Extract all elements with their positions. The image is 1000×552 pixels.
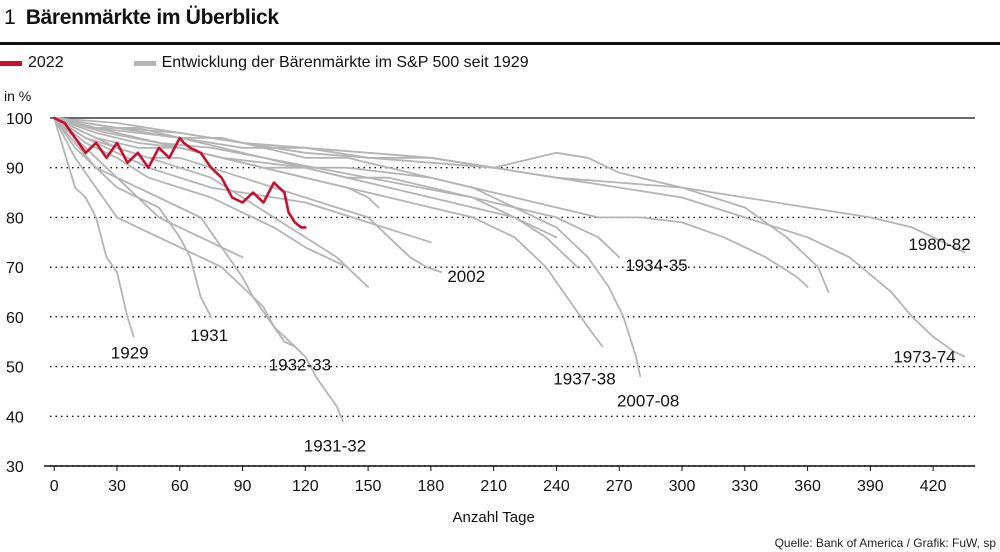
chart-title: Bärenmärkte im Überblick [25, 6, 279, 29]
y-tick-label-30: 30 [6, 459, 24, 476]
legend-label-2022: 2022 [28, 54, 64, 71]
series-line-2022 [52, 116, 307, 229]
series-line-1931-32 [53, 117, 344, 423]
legend-item-history: Entwicklung der Bärenmärkte im S&P 500 s… [133, 54, 529, 72]
x-tick-label-150: 150 [355, 478, 382, 495]
x-tick-label-330: 330 [731, 478, 758, 495]
figure-title-row: 1 Bärenmärkte im Überblick [4, 6, 279, 36]
series-label-1934-35: 1934-35 [625, 256, 687, 275]
source-note: Quelle: Bank of America / Grafik: FuW, s… [774, 536, 996, 550]
legend-item-2022: 2022 [0, 54, 64, 72]
series-label-1932-33: 1932-33 [269, 356, 331, 375]
title-rule [0, 42, 1000, 45]
x-tick-label-180: 180 [418, 478, 445, 495]
series-line-1929 [53, 117, 135, 338]
x-tick-label-390: 390 [857, 478, 884, 495]
y-tick-label-40: 40 [6, 409, 24, 426]
series-line-unlabeled-15 [53, 117, 558, 239]
x-tick-label-420: 420 [920, 478, 947, 495]
series-label-2007-08: 2007-08 [617, 392, 679, 411]
y-tick-label-80: 80 [6, 210, 24, 227]
series-line-unlabeled-18 [53, 117, 432, 244]
series-label-1980-82: 1980-82 [908, 235, 970, 254]
y-unit-label: in % [4, 88, 32, 104]
series-label-1931-32: 1931-32 [304, 436, 366, 455]
series-line-1973-74 [53, 117, 966, 358]
series-line-1931 [53, 117, 212, 318]
x-tick-label-240: 240 [543, 478, 570, 495]
x-tick-label-30: 30 [108, 478, 126, 495]
x-tick-label-360: 360 [794, 478, 821, 495]
series-line-unlabeled-13 [53, 117, 349, 268]
legend-swatch-history [133, 60, 156, 66]
series-label-1931: 1931 [190, 326, 228, 345]
y-tick-label-100: 100 [6, 111, 33, 128]
y-tick-label-70: 70 [6, 260, 24, 277]
y-tick-label-90: 90 [6, 161, 24, 178]
series-label-1973-74: 1973-74 [893, 348, 955, 367]
x-tick-label-270: 270 [606, 478, 633, 495]
series-label-1929: 1929 [111, 344, 149, 363]
legend-label-history: Entwicklung der Bärenmärkte im S&P 500 s… [161, 54, 529, 71]
figure-number: 1 [4, 6, 16, 29]
series-line-1980-82 [53, 117, 966, 254]
series-label-2002: 2002 [447, 267, 485, 286]
x-tick-label-90: 90 [234, 478, 252, 495]
series-line-unlabeled-17 [53, 117, 244, 259]
y-tick-label-60: 60 [6, 310, 24, 327]
series-line-unlabeled-16 [53, 117, 380, 209]
y-tick-label-50: 50 [6, 360, 24, 377]
x-tick-label-60: 60 [171, 478, 189, 495]
x-axis-label: Anzahl Tage [453, 509, 535, 526]
x-tick-label-120: 120 [292, 478, 319, 495]
series-label-1937-38: 1937-38 [553, 370, 615, 389]
chart-legend: 2022 Entwicklung der Bärenmärkte im S&P … [0, 52, 599, 74]
legend-swatch-2022 [0, 60, 22, 66]
x-tick-label-0: 0 [50, 478, 59, 495]
x-tick-label-210: 210 [480, 478, 507, 495]
x-tick-label-300: 300 [669, 478, 696, 495]
series-line-unlabeled-10 [53, 117, 830, 293]
